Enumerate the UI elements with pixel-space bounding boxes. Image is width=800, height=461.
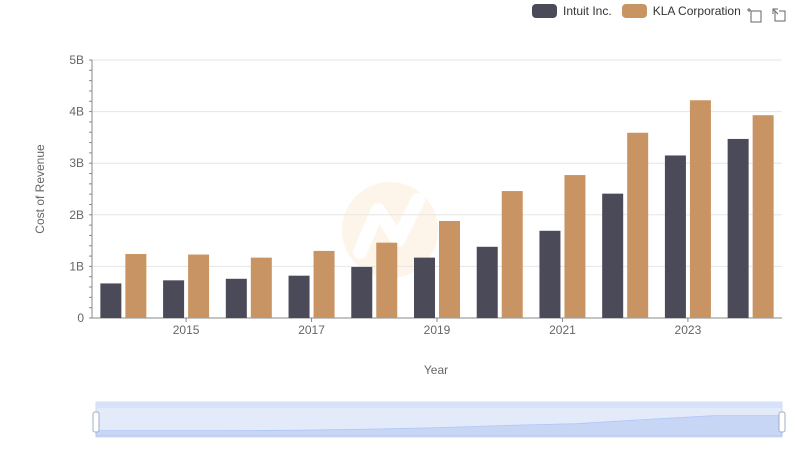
axes: 0 1B 2B 3B 4B 5B 2015 2017 2019 2021 2023 [69, 53, 782, 337]
bar-intuit-2015[interactable] [163, 280, 185, 318]
legend-item-kla[interactable]: KLA Corporation [621, 4, 741, 18]
bar-kla-2018[interactable] [376, 242, 398, 318]
bar-intuit-2021[interactable] [539, 230, 561, 318]
bar-kla-2014[interactable] [125, 254, 147, 318]
bar-intuit-2016[interactable] [225, 278, 247, 318]
slider-top-bar[interactable] [96, 402, 782, 408]
y-tick-label: 5B [69, 53, 84, 67]
watermark-logo [342, 182, 438, 278]
x-tick-label: 2023 [675, 323, 702, 337]
slider-preview-area [95, 415, 783, 437]
bar-intuit-2018[interactable] [351, 266, 373, 318]
slider-handle-right[interactable] [778, 411, 786, 433]
y-axis-label: Cost of Revenue [33, 144, 47, 234]
legend: Intuit Inc. KLA Corporation [532, 4, 741, 18]
bar-intuit-2019[interactable] [414, 257, 435, 318]
x-tick-label: 2017 [298, 323, 325, 337]
bar-kla-2021[interactable] [564, 175, 586, 318]
bar-kla-2020[interactable] [501, 191, 523, 318]
legend-swatch-kla [621, 4, 647, 18]
bars [100, 100, 774, 318]
bar-kla-2015[interactable] [188, 254, 210, 318]
bar-intuit-2023[interactable] [664, 155, 686, 318]
bar-kla-2017[interactable] [313, 250, 335, 318]
toolbox [746, 6, 788, 24]
legend-label-kla: KLA Corporation [652, 4, 741, 18]
zoom-box-icon[interactable] [746, 6, 764, 24]
bar-kla-2023[interactable] [689, 100, 711, 318]
y-tick-label: 4B [69, 105, 84, 119]
y-tick-label: 3B [69, 156, 84, 170]
data-zoom-slider[interactable] [92, 401, 786, 438]
bar-intuit-2024[interactable] [727, 138, 749, 318]
bar-intuit-2017[interactable] [288, 275, 310, 318]
legend-swatch-intuit [532, 4, 557, 18]
bar-intuit-2022[interactable] [602, 193, 624, 318]
x-tick-label: 2015 [173, 323, 200, 337]
y-tick-label: 0 [77, 311, 84, 325]
x-tick-label: 2019 [424, 323, 451, 337]
bar-kla-2022[interactable] [627, 132, 649, 318]
legend-label-intuit: Intuit Inc. [563, 4, 612, 18]
bar-kla-2024[interactable] [752, 115, 774, 318]
bar-intuit-2020[interactable] [476, 246, 498, 318]
y-tick-label: 1B [69, 259, 84, 273]
bar-intuit-2014[interactable] [100, 283, 122, 318]
x-tick-label: 2021 [549, 323, 576, 337]
bar-kla-2019[interactable] [439, 220, 460, 318]
y-tick-label: 2B [69, 208, 84, 222]
slider-handle-left[interactable] [92, 411, 100, 433]
x-axis-label: Year [424, 363, 448, 377]
bar-kla-2016[interactable] [250, 257, 272, 318]
restore-icon[interactable] [770, 6, 788, 24]
legend-item-intuit[interactable]: Intuit Inc. [532, 4, 612, 18]
